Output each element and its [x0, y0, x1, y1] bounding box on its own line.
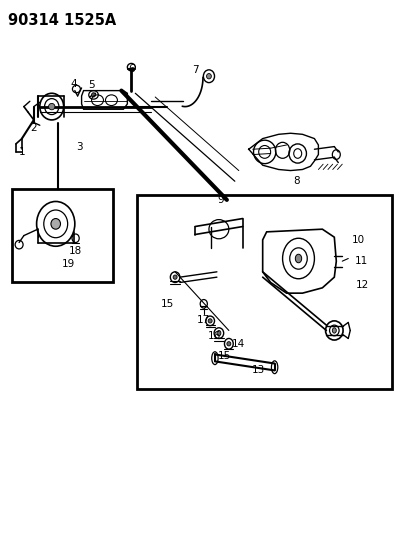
Text: 6: 6	[128, 64, 135, 74]
Ellipse shape	[92, 93, 96, 97]
Text: 17: 17	[196, 315, 210, 325]
Ellipse shape	[49, 103, 55, 110]
Text: 5: 5	[88, 80, 95, 90]
Ellipse shape	[295, 254, 302, 263]
Text: 15: 15	[160, 299, 174, 309]
Bar	[137, 195, 392, 389]
Text: 10: 10	[352, 235, 365, 245]
Ellipse shape	[207, 74, 211, 79]
Bar	[12, 189, 113, 282]
Text: 13: 13	[252, 366, 265, 375]
Text: 12: 12	[355, 280, 369, 290]
Ellipse shape	[173, 275, 177, 279]
Ellipse shape	[51, 219, 60, 229]
Text: 9: 9	[218, 195, 224, 205]
Text: 1: 1	[19, 147, 25, 157]
Text: 16: 16	[208, 331, 222, 341]
Text: 14: 14	[232, 339, 246, 349]
Ellipse shape	[332, 328, 336, 333]
Text: 90314 1525A: 90314 1525A	[8, 13, 116, 28]
Text: 15: 15	[218, 351, 232, 360]
Text: 8: 8	[293, 176, 300, 186]
Ellipse shape	[217, 330, 221, 336]
Ellipse shape	[208, 319, 212, 323]
Text: 4: 4	[70, 79, 77, 89]
Text: 3: 3	[76, 142, 83, 151]
Text: 7: 7	[192, 66, 198, 75]
Text: 11: 11	[355, 256, 368, 266]
Text: 2: 2	[31, 123, 37, 133]
Ellipse shape	[227, 342, 231, 346]
Text: 18: 18	[69, 246, 82, 255]
Text: 19: 19	[62, 259, 75, 269]
